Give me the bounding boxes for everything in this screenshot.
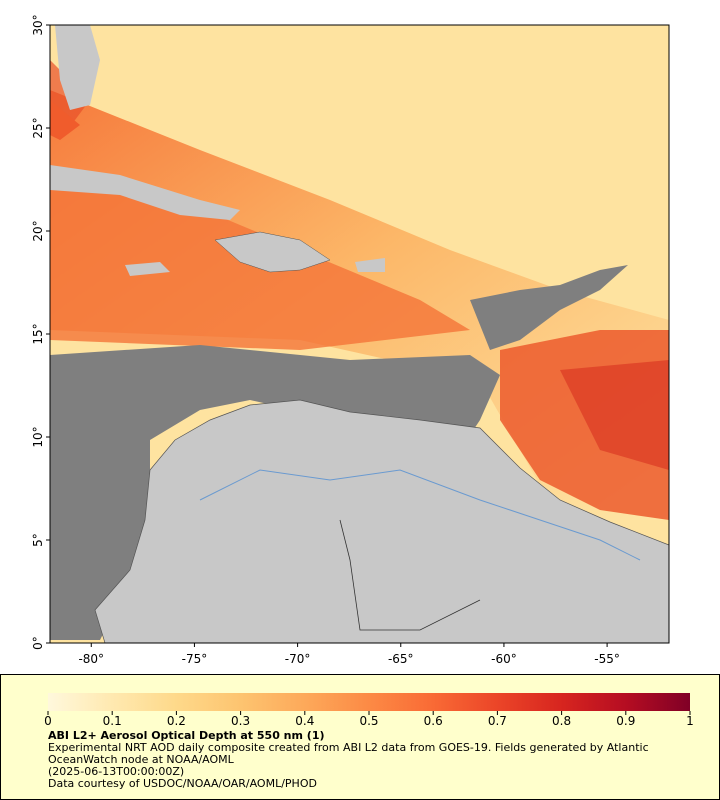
x-tick-label: -65°	[388, 652, 414, 666]
map-field	[50, 25, 670, 644]
x-tick-label: -60°	[491, 652, 517, 666]
y-tick-label: 0°	[31, 636, 45, 650]
y-tick-label: 5°	[31, 533, 45, 547]
map-chart: -80° -75° -70° -65° -60° -55° 0° 5° 10° 15° 20° 25°…	[31, 14, 670, 666]
caption-credit: Data courtesy of USDOC/NOAA/OAR/AOML/PHO…	[48, 777, 317, 790]
colorbar-tick-label: 0.7	[488, 714, 507, 728]
x-tick-label: -80°	[78, 652, 104, 666]
colorbar-tick-label: 0.9	[616, 714, 635, 728]
caption-description: Experimental NRT AOD daily composite cre…	[48, 741, 649, 766]
y-tick-label: 15°	[31, 323, 45, 344]
colorbar-tick-label: 0.6	[424, 714, 443, 728]
x-tick-label: -70°	[285, 652, 311, 666]
caption-title: ABI L2+ Aerosol Optical Depth at 550 nm …	[48, 729, 325, 742]
colorbar-ramp	[48, 693, 690, 711]
colorbar: 0 0.1 0.2 0.3 0.4 0.5 0.6 0.7 0.8 0.9 1	[44, 693, 694, 728]
y-tick-label: 25°	[31, 117, 45, 138]
colorbar-tick-label: 0.4	[295, 714, 314, 728]
x-tick-label: -55°	[594, 652, 620, 666]
y-tick-label: 10°	[31, 426, 45, 447]
colorbar-tick-label: 0.8	[552, 714, 571, 728]
caption-time: (2025-06-13T00:00:00Z)	[48, 765, 185, 778]
caption: ABI L2+ Aerosol Optical Depth at 550 nm …	[48, 730, 678, 790]
colorbar-tick-label: 0.5	[359, 714, 378, 728]
y-tick-label: 30°	[31, 14, 45, 35]
colorbar-tick-label: 1	[686, 714, 694, 728]
x-tick-label: -75°	[182, 652, 208, 666]
colorbar-tick-label: 0.3	[231, 714, 250, 728]
colorbar-tick-label: 0.1	[103, 714, 122, 728]
y-tick-label: 20°	[31, 220, 45, 241]
colorbar-tick-label: 0.2	[167, 714, 186, 728]
legend-panel: 0 0.1 0.2 0.3 0.4 0.5 0.6 0.7 0.8 0.9 1	[0, 674, 720, 800]
colorbar-tick-label: 0	[44, 714, 52, 728]
